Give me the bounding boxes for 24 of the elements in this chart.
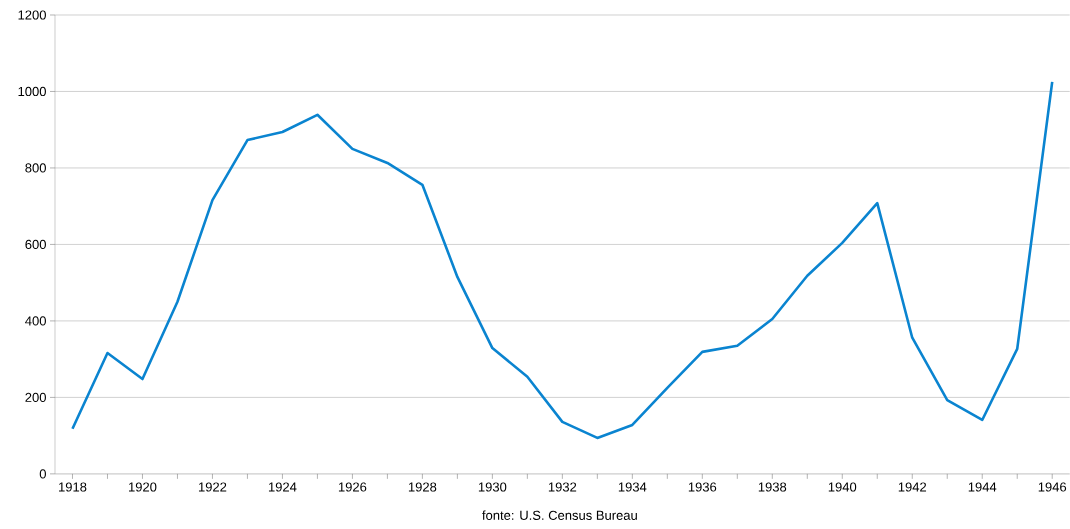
x-tick-label: 1926	[338, 482, 367, 492]
x-tick-label: 1922	[198, 482, 227, 492]
x-tick-label: 1928	[408, 482, 437, 492]
x-tick-label: 1946	[1038, 482, 1067, 492]
x-tick-label: 1936	[688, 482, 717, 492]
x-tick-label: 1920	[129, 482, 157, 492]
x-tick-label: 1932	[548, 482, 577, 492]
x-tick-label: 1924	[268, 482, 297, 492]
x-tick-label: 1944	[968, 482, 997, 492]
y-tick-label: 1000	[18, 86, 46, 97]
x-tick-label: 1934	[618, 482, 647, 492]
y-tick-label: 600	[25, 239, 46, 250]
x-tick-label: 1938	[758, 482, 787, 492]
source-note: fonte: U.S. Census Bureau	[482, 510, 637, 520]
x-tick-label: 1930	[478, 482, 507, 492]
x-tick-label: 1918	[59, 482, 87, 492]
y-tick-label: 400	[25, 316, 46, 326]
y-tick-label: 1200	[18, 10, 46, 20]
x-tick-label: 1940	[828, 482, 857, 492]
y-tick-label: 800	[25, 163, 46, 173]
y-tick-label: 0	[39, 469, 46, 479]
x-tick-label: 1942	[898, 482, 927, 492]
line-series	[71, 80, 1054, 440]
y-tick-label: 200	[25, 392, 46, 403]
